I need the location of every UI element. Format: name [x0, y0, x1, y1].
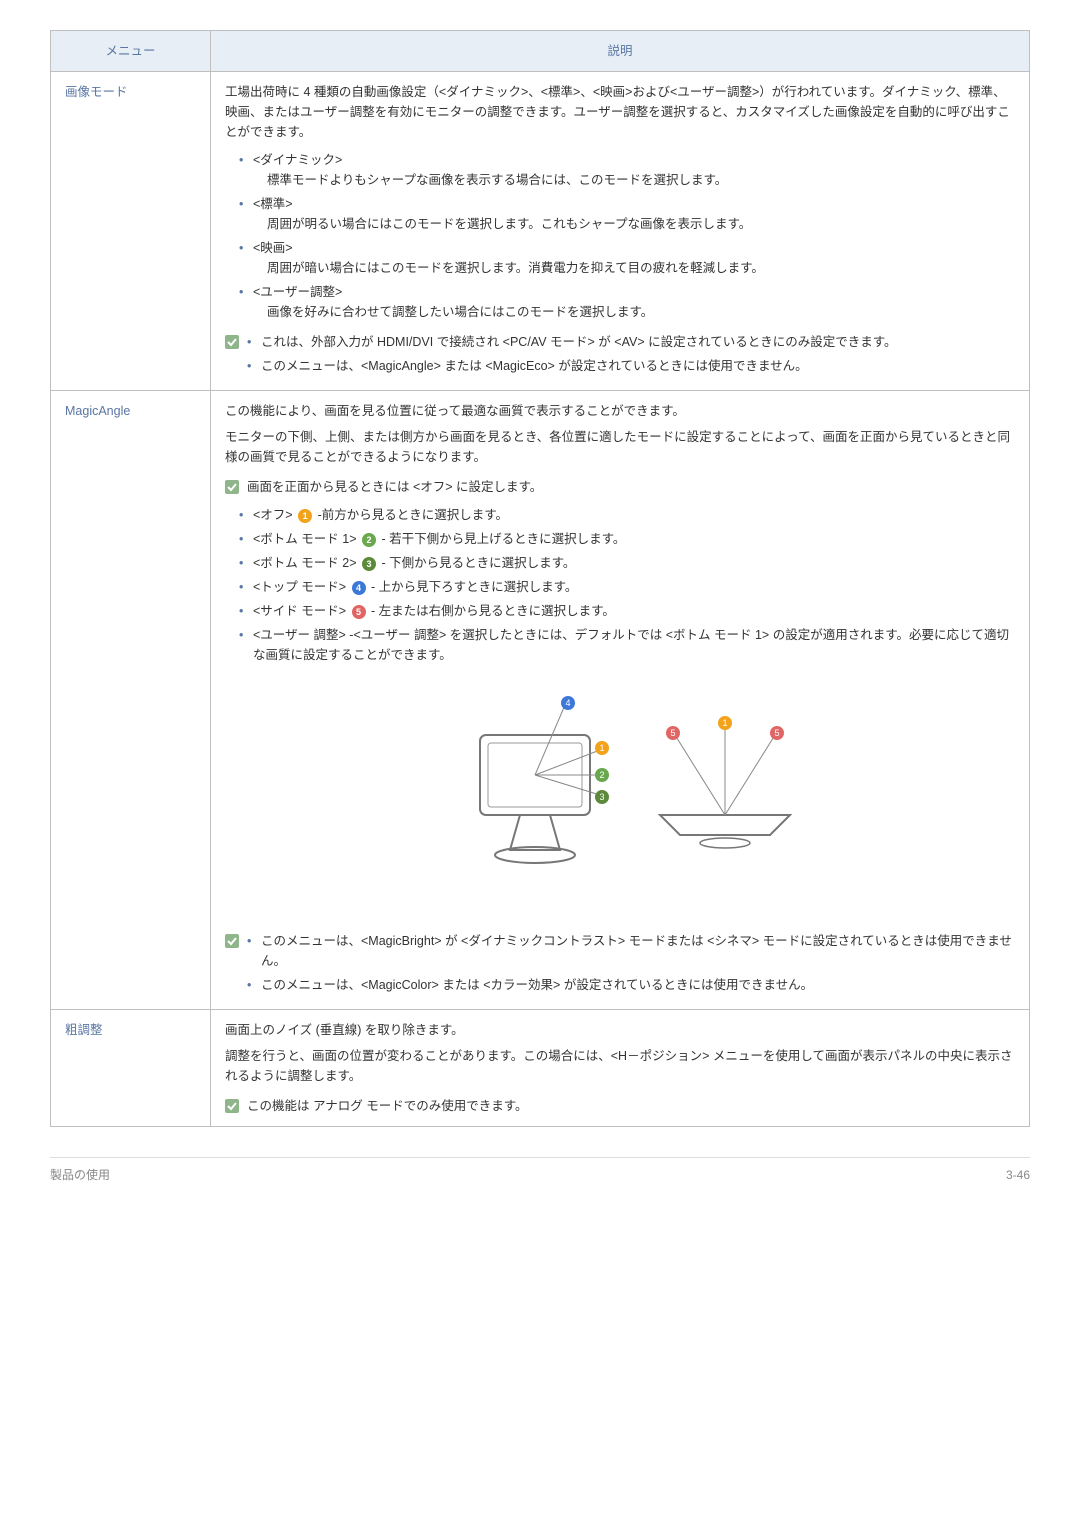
svg-text:4: 4: [565, 698, 570, 708]
intro-text: 工場出荷時に 4 種類の自動画像設定（<ダイナミック>、<標準>、<映画>および…: [225, 82, 1015, 142]
menu-desc: 画面上のノイズ (垂直線) を取り除きます。 調整を行うと、画面の位置が変わるこ…: [211, 1010, 1030, 1127]
footer-left: 製品の使用: [50, 1166, 110, 1185]
intro-text: この機能により、画面を見る位置に従って最適な画質で表示することができます。: [225, 401, 1015, 421]
reference-table: メニュー 説明 画像モード 工場出荷時に 4 種類の自動画像設定（<ダイナミック…: [50, 30, 1030, 1127]
svg-text:5: 5: [774, 728, 779, 738]
menu-desc: 工場出荷時に 4 種類の自動画像設定（<ダイナミック>、<標準>、<映画>および…: [211, 72, 1030, 391]
footer-right: 3-46: [1006, 1166, 1030, 1185]
note-icon: [225, 335, 239, 349]
mode-desc: 標準モードよりもシャープな画像を表示する場合には、このモードを選択します。: [253, 170, 1015, 190]
page-footer: 製品の使用 3-46: [50, 1157, 1030, 1185]
intro-text: モニターの下側、上側、または側方から画面を見るとき、各位置に適したモードに設定す…: [225, 427, 1015, 467]
position-number-icon: 3: [362, 557, 376, 571]
col-header-desc: 説明: [211, 31, 1030, 72]
position-item: <トップ モード> 4 - 上から見下ろすときに選択します。: [239, 577, 1015, 597]
position-item: <オフ> 1 -前方から見るときに選択します。: [239, 505, 1015, 525]
monitor-angle-diagram: 4 1 2 3 5 1: [225, 685, 1015, 901]
svg-text:1: 1: [599, 743, 604, 753]
menu-name: MagicAngle: [51, 391, 211, 1010]
note-icon: [225, 1099, 239, 1113]
intro-text: 調整を行うと、画面の位置が変わることがあります。この場合には、<H－ポジション>…: [225, 1046, 1015, 1086]
mode-title: <ダイナミック>: [253, 150, 1015, 170]
note-block: このメニューは、<MagicBright> が <ダイナミックコントラスト> モ…: [225, 931, 1015, 999]
menu-desc: この機能により、画面を見る位置に従って最適な画質で表示することができます。 モニ…: [211, 391, 1030, 1010]
table-row: MagicAngle この機能により、画面を見る位置に従って最適な画質で表示する…: [51, 391, 1030, 1010]
note-block: 画面を正面から見るときには <オフ> に設定します。: [225, 477, 1015, 497]
svg-text:2: 2: [599, 770, 604, 780]
mode-desc: 周囲が明るい場合にはこのモードを選択します。これもシャープな画像を表示します。: [253, 214, 1015, 234]
user-adjust-text: <ユーザー 調整> -<ユーザー 調整> を選択したときには、デフォルトでは <…: [239, 625, 1015, 665]
menu-name: 画像モード: [51, 72, 211, 391]
table-row: 粗調整 画面上のノイズ (垂直線) を取り除きます。 調整を行うと、画面の位置が…: [51, 1010, 1030, 1127]
note-text: 画面を正面から見るときには <オフ> に設定します。: [247, 477, 542, 497]
note-text: これは、外部入力が HDMI/DVI で接続され <PC/AV モード> が <…: [247, 332, 896, 352]
position-number-icon: 4: [352, 581, 366, 595]
mode-desc: 周囲が暗い場合にはこのモードを選択します。消費電力を抑えて目の疲れを軽減します。: [253, 258, 1015, 278]
position-item: <ボトム モード 1> 2 - 若干下側から見上げるときに選択します。: [239, 529, 1015, 549]
note-icon: [225, 480, 239, 494]
mode-title: <標準>: [253, 194, 1015, 214]
note-text: このメニューは、<MagicBright> が <ダイナミックコントラスト> モ…: [247, 931, 1015, 971]
svg-text:1: 1: [722, 718, 727, 728]
mode-title: <ユーザー調整>: [253, 282, 1015, 302]
mode-desc: 画像を好みに合わせて調整したい場合にはこのモードを選択します。: [253, 302, 1015, 322]
note-icon: [225, 934, 239, 948]
position-item: <ボトム モード 2> 3 - 下側から見るときに選択します。: [239, 553, 1015, 573]
svg-text:3: 3: [599, 792, 604, 802]
menu-name: 粗調整: [51, 1010, 211, 1127]
note-block: この機能は アナログ モードでのみ使用できます。: [225, 1096, 1015, 1116]
mode-title: <映画>: [253, 238, 1015, 258]
table-row: 画像モード 工場出荷時に 4 種類の自動画像設定（<ダイナミック>、<標準>、<…: [51, 72, 1030, 391]
note-text: このメニューは、<MagicAngle> または <MagicEco> が設定さ…: [247, 356, 896, 376]
position-number-icon: 1: [298, 509, 312, 523]
position-item: <サイド モード> 5 - 左または右側から見るときに選択します。: [239, 601, 1015, 621]
position-number-icon: 2: [362, 533, 376, 547]
note-block: これは、外部入力が HDMI/DVI で接続され <PC/AV モード> が <…: [225, 332, 1015, 380]
position-list: <オフ> 1 -前方から見るときに選択します。 <ボトム モード 1> 2 - …: [225, 505, 1015, 665]
intro-text: 画面上のノイズ (垂直線) を取り除きます。: [225, 1020, 1015, 1040]
svg-text:5: 5: [670, 728, 675, 738]
position-number-icon: 5: [352, 605, 366, 619]
note-text: このメニューは、<MagicColor> または <カラー効果> が設定されてい…: [247, 975, 1015, 995]
note-text: この機能は アナログ モードでのみ使用できます。: [247, 1096, 527, 1116]
col-header-menu: メニュー: [51, 31, 211, 72]
mode-list: <ダイナミック> 標準モードよりもシャープな画像を表示する場合には、このモードを…: [225, 150, 1015, 322]
